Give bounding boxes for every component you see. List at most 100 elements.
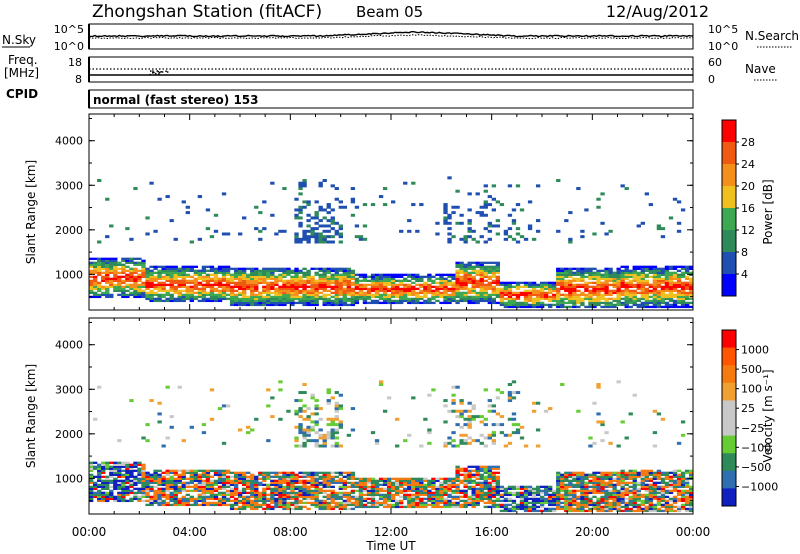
scatter-cell: [399, 491, 404, 495]
scatter-cell: [479, 481, 484, 485]
scatter-cell: [294, 491, 299, 495]
scatter-cell: [676, 273, 682, 276]
scatter-cell: [322, 208, 327, 212]
scatter-cell: [278, 495, 283, 499]
scatter-cell: [125, 293, 130, 297]
scatter-cell: [576, 283, 581, 287]
scatter-cell: [423, 291, 428, 295]
scatter-cell: [157, 401, 162, 405]
scatter-cell: [672, 275, 678, 279]
scatter-cell: [133, 287, 138, 291]
scatter-cell: [177, 295, 182, 299]
scatter-cell: [427, 489, 432, 493]
scatter-cell: [427, 503, 432, 507]
scatter-cell: [282, 489, 287, 493]
scatter-cell: [527, 224, 533, 228]
scatter-cell: [242, 479, 247, 483]
scatter-cell: [507, 281, 513, 285]
scatter-cell: [205, 291, 211, 295]
scatter-cell: [495, 267, 501, 270]
scatter-cell: [624, 271, 629, 274]
scatter-cell: [330, 219, 335, 223]
scatter-cell: [330, 420, 335, 424]
scatter-cell: [229, 499, 235, 503]
scatter-cell: [411, 291, 416, 295]
scatter-cell: [527, 505, 533, 509]
scatter-cell: [588, 479, 593, 483]
scatter-cell: [233, 481, 239, 485]
scatter-cell: [113, 257, 118, 260]
scatter-cell: [254, 487, 259, 491]
scatter-cell: [584, 491, 589, 495]
scatter-cell: [322, 444, 327, 448]
scatter-cell: [165, 289, 170, 293]
scatter-cell: [201, 471, 207, 474]
scatter-cell: [596, 420, 601, 424]
scatter-cell: [145, 423, 150, 427]
scatter-cell: [254, 205, 259, 209]
scatter-cell: [443, 444, 448, 448]
scatter-cell: [395, 489, 400, 493]
scatter-cell: [358, 285, 364, 289]
scatter-cell: [93, 483, 98, 487]
scatter-cell: [672, 305, 678, 309]
scatter-cell: [608, 275, 613, 279]
scatter-cell: [274, 291, 279, 295]
scatter-cell: [592, 291, 597, 295]
scatter-cell: [386, 295, 392, 299]
scatter-cell: [487, 224, 492, 228]
scatter-cell: [576, 477, 581, 480]
scatter-cell: [616, 283, 621, 287]
scatter-cell: [511, 208, 517, 212]
scatter-cell: [539, 287, 545, 291]
scatter-cell: [310, 267, 315, 270]
scatter-cell: [640, 277, 645, 281]
scatter-cell: [616, 473, 621, 476]
scatter-cell: [386, 485, 392, 489]
scatter-cell: [499, 301, 505, 305]
scatter-cell: [624, 509, 629, 513]
scatter-cell: [89, 463, 94, 466]
scatter-cell: [539, 495, 545, 499]
scatter-cell: [636, 224, 641, 228]
scatter-cell: [403, 297, 408, 301]
scatter-cell: [604, 501, 609, 505]
scatter-cell: [548, 295, 553, 299]
scatter-cell: [576, 473, 581, 476]
scatter-cell: [310, 287, 315, 291]
scatter-cell: [628, 489, 633, 493]
scatter-cell: [374, 481, 380, 485]
scatter-cell: [604, 503, 609, 507]
scatter-cell: [556, 303, 561, 307]
scatter-cell: [302, 184, 307, 188]
scatter-cell: [395, 283, 400, 287]
scatter-cell: [556, 301, 561, 305]
scatter-cell: [407, 501, 412, 505]
nsearch-tick-bottom: 10^0: [708, 40, 738, 53]
scatter-cell: [157, 273, 162, 276]
scatter-cell: [503, 232, 509, 236]
scatter-cell: [459, 293, 464, 297]
scatter-cell: [407, 499, 412, 503]
scatter-cell: [346, 289, 352, 293]
scatter-cell: [580, 503, 585, 507]
scatter-cell: [105, 467, 110, 470]
scatter-cell: [338, 279, 343, 283]
frequency-glitch: [156, 70, 159, 72]
scatter-cell: [169, 287, 174, 291]
scatter-cell: [463, 409, 468, 413]
date-label: 12/Aug/2012: [606, 2, 709, 21]
scatter-cell: [632, 289, 637, 293]
scatter-cell: [109, 481, 114, 485]
scatter-cell: [310, 232, 315, 236]
scatter-cell: [374, 285, 380, 289]
scatter-cell: [298, 481, 303, 485]
scatter-cell: [298, 391, 303, 395]
scatter-cell: [237, 281, 243, 285]
scatter-cell: [117, 289, 122, 293]
scatter-cell: [624, 497, 629, 501]
scatter-cell: [370, 487, 376, 491]
scatter-cell: [205, 471, 211, 474]
scatter-cell: [258, 497, 263, 501]
scatter-cell: [173, 495, 178, 499]
